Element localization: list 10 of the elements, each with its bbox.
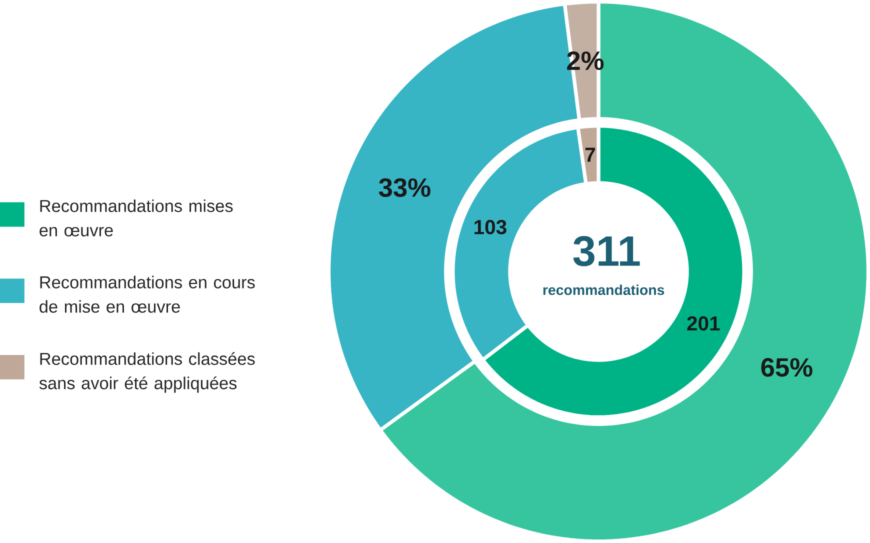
text: 311	[573, 236, 640, 266]
data-label: 65%	[761, 358, 812, 377]
legend-label: Recommandations classées sans avoir été appliquées	[39, 352, 255, 393]
data-label: 33%	[378, 178, 430, 197]
data-label: 201	[687, 316, 720, 331]
legend-label: Recommandations en cours de mise en œuvre	[40, 276, 255, 313]
data-label: 7	[585, 148, 595, 162]
data-label: 103	[474, 220, 506, 234]
legend-label: Recommandations mises en œuvre	[40, 199, 233, 236]
text: recommandations	[543, 284, 664, 296]
